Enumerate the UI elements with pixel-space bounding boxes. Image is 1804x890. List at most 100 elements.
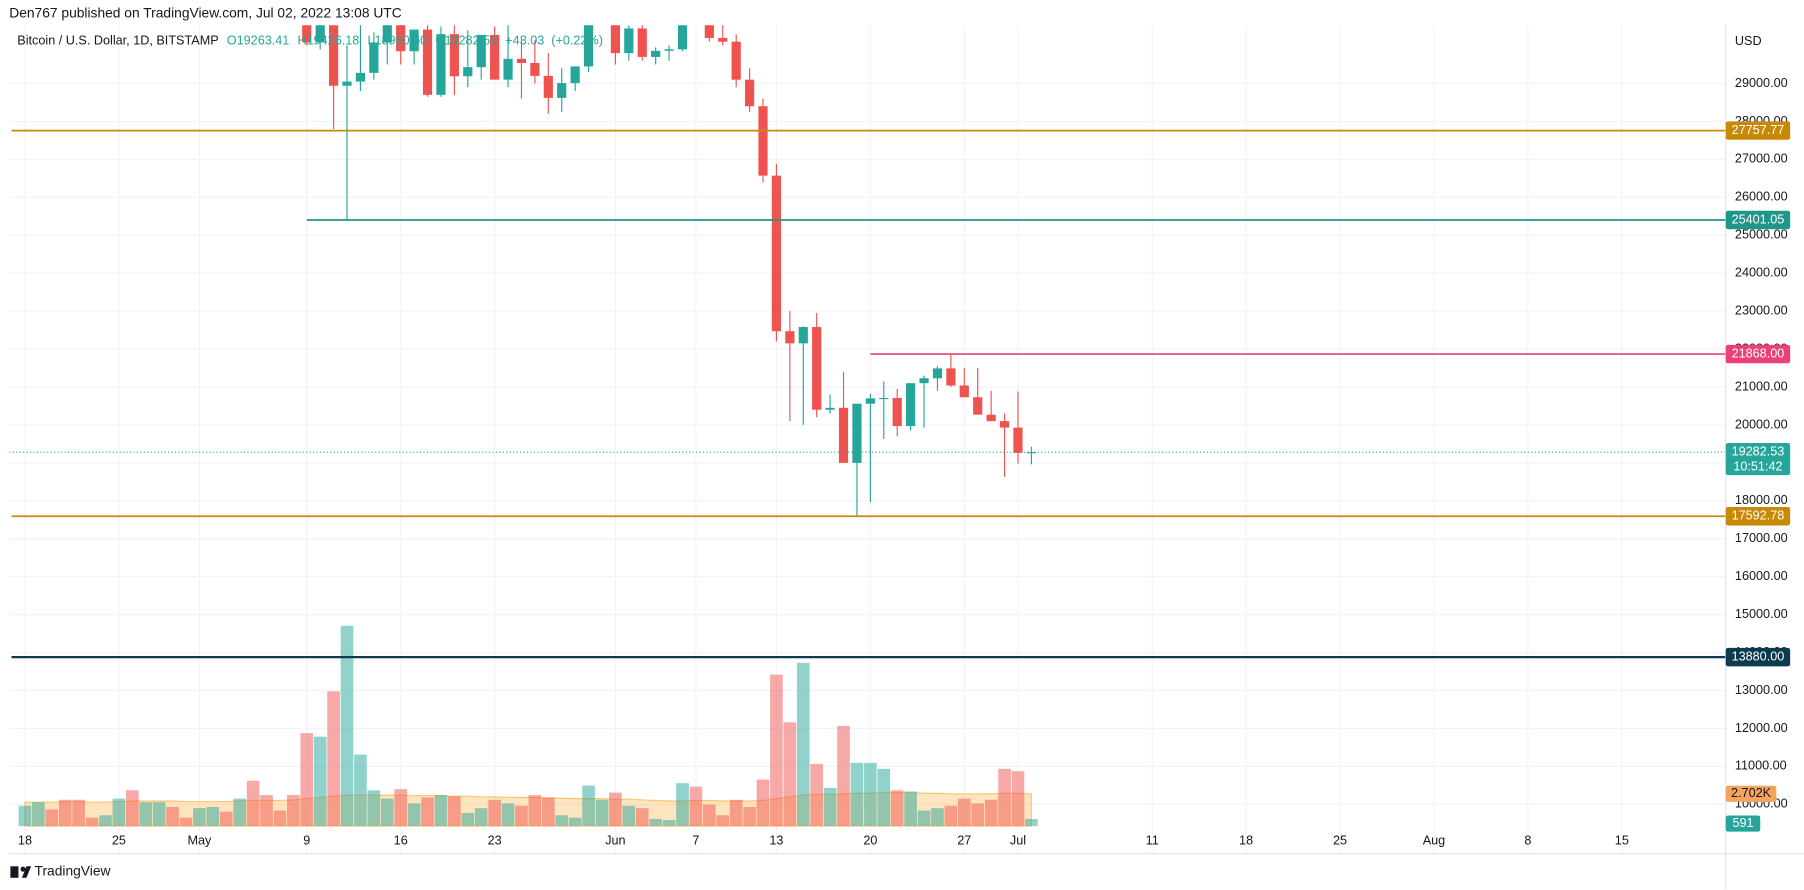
- volume-bar: [112, 798, 126, 827]
- y-tick-label: 15000.00: [1735, 607, 1788, 621]
- legend-change: +43.03: [505, 34, 544, 48]
- volume-bar: [72, 799, 85, 827]
- volume-bar: [595, 799, 609, 827]
- candle-body: [516, 58, 527, 63]
- level-box: [1725, 344, 1791, 364]
- volume-bar: [287, 795, 300, 827]
- countdown-label: 10:51:42: [1733, 459, 1782, 473]
- level-label: 25401.05: [1732, 212, 1785, 226]
- y-tick-label: 20000.00: [1735, 417, 1788, 431]
- y-tick-label: 17000.00: [1735, 531, 1788, 545]
- volume-bar: [58, 799, 72, 827]
- volume-bar: [125, 790, 139, 827]
- volume-bar: [957, 798, 971, 827]
- x-tick-label: 23: [488, 833, 502, 847]
- legend-change-pct: (+0.22%): [551, 34, 603, 48]
- volume-ma-label: 2.702K: [1731, 786, 1772, 800]
- volume-bar: [971, 803, 985, 827]
- volume-bar: [864, 762, 877, 827]
- x-tick-label: 25: [112, 833, 126, 847]
- y-tick-label: 26000.00: [1735, 190, 1788, 204]
- candle-body: [302, 25, 312, 43]
- candle-body: [986, 414, 996, 422]
- candle-body: [798, 327, 808, 344]
- candle-body: [906, 383, 916, 427]
- x-tick-label: Jun: [605, 833, 625, 847]
- candle-body: [449, 34, 459, 77]
- volume-bar: [541, 797, 555, 827]
- volume-bar: [501, 803, 515, 827]
- publish-header: Den767 published on TradingView.com, Jul…: [9, 5, 401, 20]
- volume-bar: [380, 798, 394, 827]
- y-tick-label: 23000.00: [1735, 303, 1788, 317]
- volume-bar: [743, 806, 756, 827]
- x-tick-label: 8: [1524, 833, 1531, 847]
- candle-body: [973, 397, 983, 415]
- candle-body: [879, 397, 889, 400]
- candle-body: [785, 331, 795, 344]
- volume-bar: [770, 674, 783, 827]
- volume-bar: [998, 768, 1011, 827]
- candle-body: [530, 62, 540, 76]
- volume-bar: [676, 783, 689, 827]
- x-tick-label: 7: [692, 833, 699, 847]
- volume-bar: [488, 799, 501, 827]
- volume-bar: [260, 795, 273, 827]
- volume-bar: [729, 799, 743, 827]
- volume-ma-box: [1725, 785, 1777, 802]
- volume-bar: [917, 810, 931, 827]
- volume-bar: [783, 722, 797, 827]
- volume-bar: [99, 815, 112, 827]
- volume-bar: [474, 808, 488, 827]
- volume-bar: [555, 815, 569, 827]
- candle-body: [865, 398, 875, 404]
- candle-body: [342, 81, 352, 86]
- volume-bar: [810, 764, 824, 827]
- candle-body: [999, 421, 1010, 428]
- candle-body: [396, 25, 406, 52]
- candle-body: [355, 72, 366, 82]
- candle-body: [583, 25, 594, 67]
- y-tick-label: 12000.00: [1735, 721, 1788, 735]
- candle-body: [503, 58, 513, 80]
- candle-body: [731, 41, 741, 80]
- candle-body: [664, 49, 674, 51]
- x-tick-label: May: [187, 833, 212, 847]
- level-box: [1725, 121, 1791, 140]
- level-box: [1725, 507, 1791, 526]
- plot-area: [9, 25, 1726, 854]
- candle-body: [624, 28, 634, 54]
- candle-body: [557, 83, 567, 98]
- volume-bar: [448, 796, 461, 827]
- volume-bar: [796, 662, 810, 827]
- volume-box: [1725, 815, 1761, 832]
- volume-bar: [327, 691, 340, 827]
- volume-bar: [622, 805, 636, 827]
- volume-bar: [179, 817, 193, 827]
- x-tick-label: 25: [1333, 833, 1347, 847]
- volume-bar: [823, 787, 837, 827]
- candle-body: [490, 34, 500, 80]
- volume-bar: [461, 812, 475, 827]
- candle-body: [838, 407, 849, 463]
- legend-close: C19282.53: [435, 34, 497, 48]
- volume-bar: [300, 733, 314, 827]
- x-tick-label: 18: [18, 833, 32, 847]
- x-tick-label: 9: [303, 833, 310, 847]
- candle-body: [422, 29, 433, 95]
- volume-bar: [649, 818, 662, 827]
- candle-body: [409, 29, 419, 52]
- candle-body: [892, 397, 902, 427]
- volume-bar: [716, 815, 730, 827]
- volume-bar: [354, 754, 367, 827]
- volume-bar: [609, 792, 622, 827]
- x-tick-label: Jul: [1010, 833, 1026, 847]
- y-tick-label: 11000.00: [1735, 759, 1787, 773]
- candle-body: [1013, 427, 1023, 453]
- level-label: 13880.00: [1732, 649, 1785, 663]
- legend-high: H19426.18: [297, 34, 359, 48]
- volume-bar: [45, 809, 59, 827]
- level-box: [1725, 647, 1791, 667]
- candle-body: [852, 403, 862, 463]
- volume-bar: [394, 789, 408, 827]
